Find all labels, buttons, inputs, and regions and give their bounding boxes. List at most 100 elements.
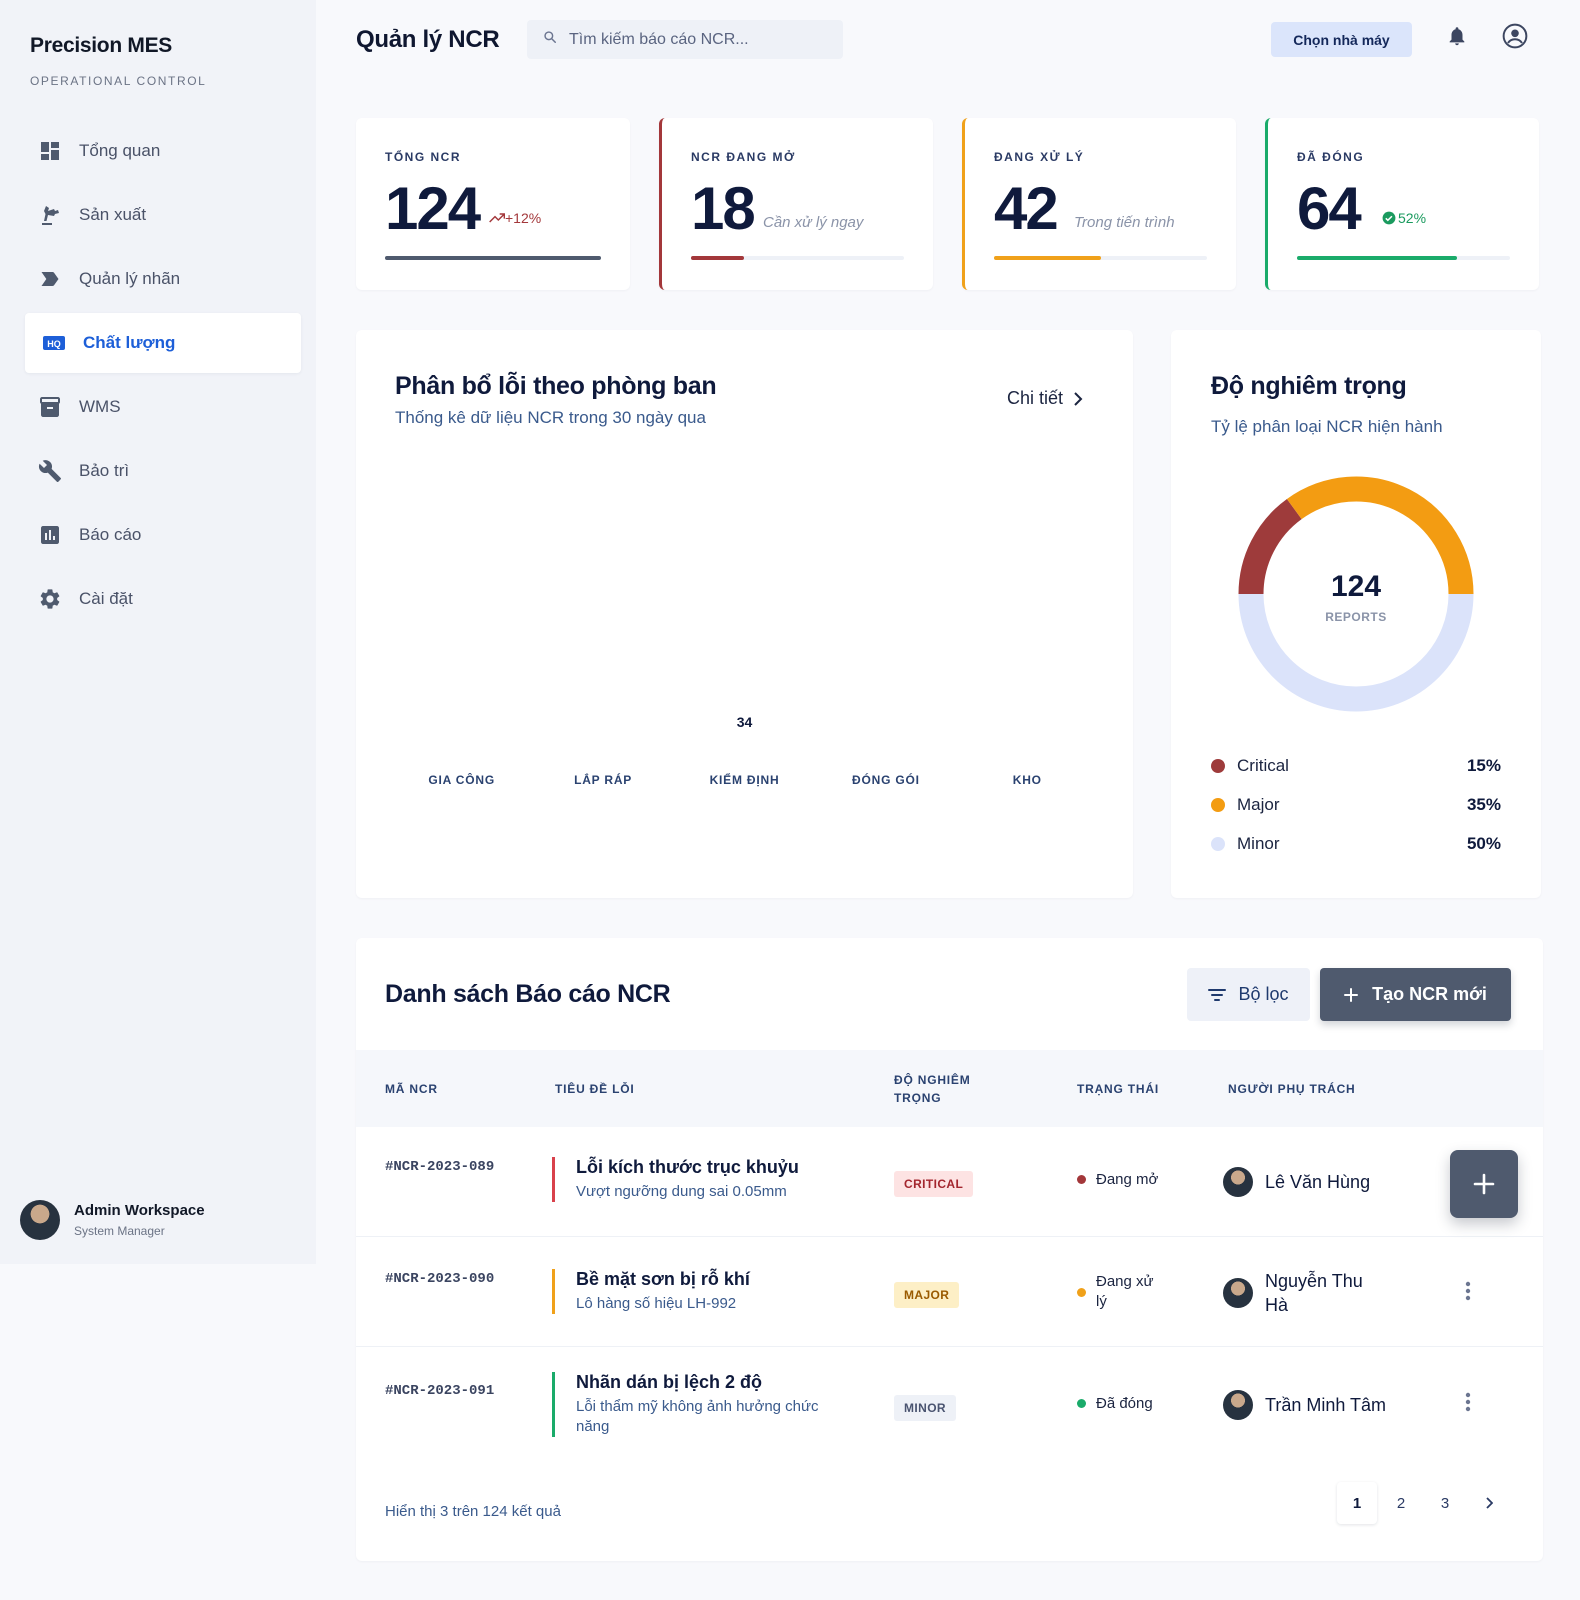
page-button-2[interactable]: 2 <box>1396 1494 1406 1512</box>
ncr-description: Vượt ngưỡng dung sai 0.05mm <box>576 1183 787 1200</box>
filter-button[interactable]: Bộ lọc <box>1187 968 1310 1021</box>
floating-add-button[interactable] <box>1450 1150 1518 1218</box>
stat-progress-bar <box>1297 256 1510 260</box>
sidebar-item-production[interactable]: Sản xuất <box>25 185 301 245</box>
more-vert-icon[interactable] <box>1456 1390 1480 1414</box>
notification-bell-icon[interactable] <box>1443 22 1471 50</box>
severity-badge: MINOR <box>894 1395 956 1421</box>
x-tick-label: GIA CÔNG <box>428 772 495 787</box>
owner-name: Nguyễn Thu Hà <box>1265 1271 1363 1315</box>
stat-trend: +12% <box>489 210 541 226</box>
legend-pct: 35% <box>1466 795 1501 814</box>
plus-icon <box>1473 1173 1495 1195</box>
stat-trend-value: +12% <box>505 210 542 226</box>
sidebar-item-label: Báo cáo <box>79 525 142 544</box>
ncr-title-cell: Lỗi kích thước trục khuỷu Vượt ngưỡng du… <box>552 1157 836 1202</box>
account-icon[interactable] <box>1501 22 1529 50</box>
sidebar-item-maintenance[interactable]: Bảo trì <box>25 441 301 501</box>
stat-label: TỔNG NCR <box>385 150 461 164</box>
create-ncr-button[interactable]: Tạo NCR mới <box>1320 968 1511 1021</box>
next-page-button[interactable] <box>1469 1482 1509 1524</box>
hq-icon-text: HQ <box>47 339 61 349</box>
stat-label: NCR ĐANG MỞ <box>691 150 796 164</box>
check-circle-icon <box>1382 211 1396 225</box>
owner-cell: Lê Văn Hùng <box>1223 1167 1375 1197</box>
donut-total-label: REPORTS <box>1325 610 1387 624</box>
avatar <box>20 1200 60 1240</box>
page-button-3[interactable]: 3 <box>1440 1494 1450 1512</box>
stat-label: ĐÃ ĐÓNG <box>1297 150 1365 164</box>
search-input[interactable] <box>569 30 829 49</box>
user-role: System Manager <box>74 1224 165 1238</box>
chevron-right-icon <box>1073 391 1083 406</box>
sidebar-item-labels[interactable]: Quản lý nhãn <box>25 249 301 309</box>
stat-value: 64 <box>1297 175 1362 242</box>
owner-name: Lê Văn Hùng <box>1265 1172 1371 1192</box>
table-row[interactable]: #NCR-2023-089 Lỗi kích thước trục khuỷu … <box>356 1127 1543 1237</box>
donut-slice-critical <box>1238 498 1302 595</box>
stat-value: 42 <box>994 175 1059 242</box>
sidebar-item-overview[interactable]: Tổng quan <box>25 121 301 181</box>
filter-icon <box>1208 988 1227 1002</box>
sidebar-item-label: Quản lý nhãn <box>79 269 181 288</box>
ncr-title-cell: Nhãn dán bị lệch 2 độ Lỗi thẩm mỹ không … <box>552 1372 836 1437</box>
legend-name: Minor <box>1237 834 1280 853</box>
stat-card-closed: ĐÃ ĐÓNG 64 52% <box>1265 118 1539 290</box>
avatar <box>1223 1390 1253 1420</box>
ncr-description: Lỗi thẩm mỹ không ảnh hưởng chức năng <box>576 1398 819 1435</box>
hq-icon: HQ <box>41 330 67 356</box>
x-tick-label: KIỂM ĐỊNH <box>710 772 780 787</box>
chart-subtitle: Thống kê dữ liệu NCR trong 30 ngày qua <box>395 408 706 427</box>
user-profile[interactable]: Admin Workspace System Manager <box>20 1200 205 1240</box>
sidebar-item-settings[interactable]: Cài đặt <box>25 569 301 629</box>
severity-badge: MAJOR <box>894 1282 960 1308</box>
inventory-icon <box>37 394 63 420</box>
brand-subtitle: OPERATIONAL CONTROL <box>30 74 207 88</box>
stat-label: ĐANG XỬ LÝ <box>994 150 1085 164</box>
sidebar: Precision MES OPERATIONAL CONTROL Tổng q… <box>0 0 316 1264</box>
ncr-title: Nhãn dán bị lệch 2 độ <box>576 1372 763 1392</box>
table-row[interactable]: #NCR-2023-090 Bề mặt sơn bị rỗ khí Lô hà… <box>356 1237 1543 1347</box>
bar-data-label: 34 <box>737 714 753 730</box>
status-label: Đã đóng <box>1096 1395 1153 1412</box>
status-dot <box>1077 1399 1086 1408</box>
page-button-1[interactable]: 1 <box>1337 1482 1377 1524</box>
severity-subtitle: Tỷ lệ phân loại NCR hiện hành <box>1211 417 1443 436</box>
table-title: Danh sách Báo cáo NCR <box>385 980 671 1008</box>
details-link[interactable]: Chi tiết <box>1007 388 1083 409</box>
x-tick-label: ĐÓNG GÓI <box>852 772 920 787</box>
search-box[interactable] <box>527 20 843 59</box>
more-vert-icon[interactable] <box>1456 1279 1480 1303</box>
stat-trend-value: 52% <box>1398 210 1427 226</box>
stat-note: Cần xử lý ngay <box>763 214 864 231</box>
sidebar-item-wms[interactable]: WMS <box>25 377 301 437</box>
status-label: Đang xử lý <box>1096 1273 1154 1310</box>
stat-progress-fill <box>385 256 601 260</box>
severity-badge: CRITICAL <box>894 1171 974 1197</box>
sidebar-item-reports[interactable]: Báo cáo <box>25 505 301 565</box>
avatar <box>1223 1278 1253 1308</box>
sidebar-item-label: Bảo trì <box>79 461 130 480</box>
stat-progress-bar <box>691 256 904 260</box>
legend-dot <box>1211 798 1225 812</box>
stat-progress-fill <box>1297 256 1457 260</box>
legend-pct: 50% <box>1466 834 1501 853</box>
results-summary: Hiển thị 3 trên 124 kết quả <box>385 1503 561 1520</box>
filter-button-label: Bộ lọc <box>1238 984 1289 1004</box>
ncr-code: #NCR-2023-089 <box>385 1159 495 1175</box>
status-dot <box>1077 1287 1086 1297</box>
column-header-severity: ĐỘ NGHIÊM TRỌNG <box>894 1073 971 1105</box>
stat-progress-fill <box>994 256 1101 260</box>
ncr-table-panel: Danh sách Báo cáo NCR Bộ lọc Tạo NCR mới… <box>356 938 1543 1561</box>
brand-name: Precision MES <box>30 34 172 57</box>
sidebar-item-label: Chất lượng <box>83 333 176 352</box>
column-header-title: TIÊU ĐỀ LỖI <box>555 1082 635 1096</box>
user-name: Admin Workspace <box>74 1202 205 1219</box>
legend-name: Critical <box>1237 756 1289 775</box>
sidebar-item-quality[interactable]: HQ Chất lượng <box>25 313 301 373</box>
details-link-label: Chi tiết <box>1007 388 1064 408</box>
legend-name: Major <box>1237 795 1280 814</box>
create-ncr-label: Tạo NCR mới <box>1372 984 1487 1004</box>
table-row[interactable]: #NCR-2023-091 Nhãn dán bị lệch 2 độ Lỗi … <box>356 1347 1543 1471</box>
select-factory-button[interactable]: Chọn nhà máy <box>1271 22 1412 57</box>
